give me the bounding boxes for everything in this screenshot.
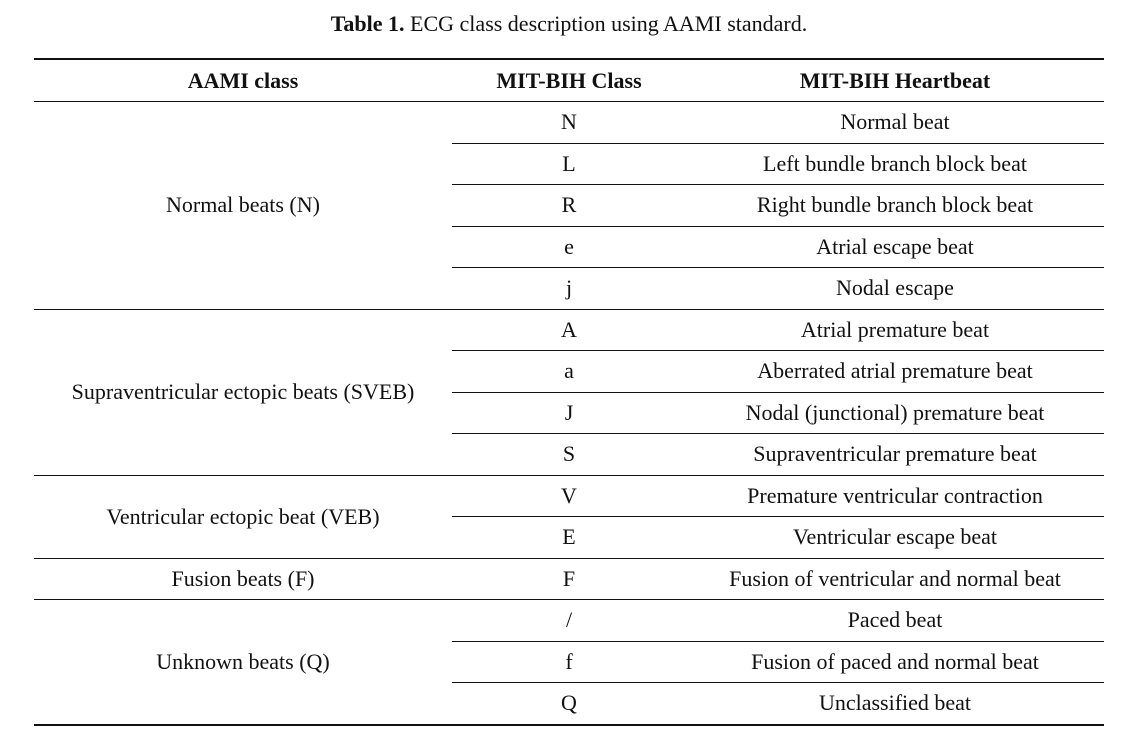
header-mitbih-heartbeat: MIT-BIH Heartbeat (799, 67, 991, 93)
mitbih-class-cell: / (452, 599, 686, 642)
mitbih-heartbeat-cell: Fusion of paced and normal beat (686, 641, 1104, 683)
table-row: E Ventricular escape beat (34, 516, 1104, 559)
ecg-class-table: AAMI class MIT-BIH Class MIT-BIH Heartbe… (34, 58, 1104, 726)
header-aami-class: AAMI class (187, 67, 299, 93)
mitbih-heartbeat-cell: Paced beat (686, 599, 1104, 642)
table-header-row: AAMI class MIT-BIH Class MIT-BIH Heartbe… (34, 59, 1104, 102)
table-row: R Right bundle branch block beat (34, 184, 1104, 227)
table-row: Fusion beats (F) F Fusion of ventricular a… (34, 558, 1104, 600)
mitbih-heartbeat-cell: Normal beat (686, 101, 1104, 144)
table-body: Normal beats (N) N Normal beat L Left bundle… (34, 101, 1104, 726)
mitbih-class-cell: Q (452, 682, 686, 726)
mitbih-heartbeat-cell: Atrial premature beat (686, 309, 1104, 351)
mitbih-class-cell: R (452, 184, 686, 227)
table-row: L Left bundle branch block beat (34, 143, 1104, 185)
table-row: f Fusion of paced and normal beat (34, 641, 1104, 683)
mitbih-heartbeat-cell: Nodal escape (686, 267, 1104, 310)
table-row: e Atrial escape beat (34, 226, 1104, 268)
mitbih-class-cell: J (452, 392, 686, 434)
table-row: Unknown beats (Q) / Paced beat (34, 599, 1104, 726)
table-row: Supraventricular ectopic beats (SVEB) A At… (34, 309, 1104, 476)
mitbih-class-cell: S (452, 433, 686, 476)
mitbih-class-cell: f (452, 641, 686, 683)
table-caption-label: Table 1. (330, 11, 405, 36)
mitbih-heartbeat-cell: Fusion of ventricular and normal beat (686, 558, 1104, 600)
table-row: S Supraventricular premature beat (34, 433, 1104, 476)
mitbih-class-cell: e (452, 226, 686, 268)
mitbih-heartbeat-cell: Premature ventricular contraction (686, 475, 1104, 517)
mitbih-heartbeat-cell: Ventricular escape beat (686, 516, 1104, 559)
table-caption: Table 1. ECG class description using AAM… (0, 10, 1138, 38)
aami-class-cell: Normal beats (N) (34, 101, 452, 310)
mitbih-class-cell: V (452, 475, 686, 517)
mitbih-class-cell: a (452, 350, 686, 393)
mitbih-class-cell: L (452, 143, 686, 185)
aami-class-cell: Ventricular ectopic beat (VEB) (34, 475, 452, 559)
mitbih-heartbeat-cell: Right bundle branch block beat (686, 184, 1104, 227)
table-row: Normal beats (N) N Normal beat (34, 101, 1104, 310)
mitbih-class-cell: A (452, 309, 686, 351)
table-row: Ventricular ectopic beat (VEB) V Premature… (34, 475, 1104, 559)
mitbih-heartbeat-cell: Aberrated atrial premature beat (686, 350, 1104, 393)
table-row: Q Unclassified beat (34, 682, 1104, 726)
mitbih-class-cell: E (452, 516, 686, 559)
table-row: a Aberrated atrial premature beat (34, 350, 1104, 393)
mitbih-heartbeat-cell: Atrial escape beat (686, 226, 1104, 268)
table-row: j Nodal escape (34, 267, 1104, 310)
aami-class-cell: Supraventricular ectopic beats (SVEB) (34, 309, 452, 476)
table-row: J Nodal (junctional) premature beat (34, 392, 1104, 434)
mitbih-class-cell: F (452, 558, 686, 600)
aami-class-cell: Unknown beats (Q) (34, 599, 452, 726)
mitbih-heartbeat-cell: Supraventricular premature beat (686, 433, 1104, 476)
mitbih-heartbeat-cell: Left bundle branch block beat (686, 143, 1104, 185)
header-mitbih-class: MIT-BIH Class (496, 67, 642, 93)
mitbih-class-cell: N (452, 101, 686, 144)
mitbih-heartbeat-cell: Nodal (junctional) premature beat (686, 392, 1104, 434)
table-caption-text: ECG class description using AAMI standar… (410, 11, 808, 36)
mitbih-class-cell: j (452, 267, 686, 310)
aami-class-cell: Fusion beats (F) (34, 558, 452, 600)
mitbih-heartbeat-cell: Unclassified beat (686, 682, 1104, 726)
